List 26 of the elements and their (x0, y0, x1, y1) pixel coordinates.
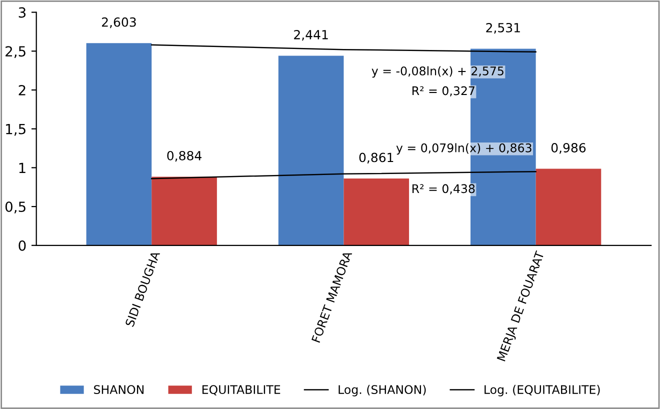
y-tick-label: 2,5 (6, 46, 26, 58)
data-label: 0,884 (167, 150, 202, 162)
bar (278, 56, 344, 246)
legend-label: Log. (SHANON) (338, 384, 426, 396)
bar (536, 168, 602, 246)
bar (152, 176, 217, 246)
bar (86, 43, 152, 246)
data-label: 2,603 (102, 17, 136, 28)
data-label: 2,441 (294, 30, 328, 41)
annotation: y = 0,079ln(x) + 0,863 (396, 143, 532, 155)
annotation: R² = 0,438 (412, 184, 475, 194)
legend-label: SHANON (94, 385, 144, 394)
annotation: R² = 0,327 (412, 86, 474, 96)
legend-label: EQUITABILITE (202, 385, 280, 396)
y-tick-label: 3 (18, 7, 26, 18)
data-label: 0,986 (551, 143, 586, 154)
bar (344, 178, 410, 246)
data-label: 2,531 (486, 22, 520, 34)
y-tick-label: 0,5 (5, 202, 26, 214)
y-tick-label: 1,5 (6, 124, 26, 136)
legend-label: Log. (EQUITABILITE) (484, 384, 600, 396)
data-label: 0,861 (359, 152, 394, 164)
annotation: y = -0,08ln(x) + 2,575 (372, 66, 504, 78)
y-tick-label: 1 (19, 162, 26, 173)
y-tick-label: 0 (18, 240, 26, 251)
y-tick-label: 2 (18, 84, 26, 96)
